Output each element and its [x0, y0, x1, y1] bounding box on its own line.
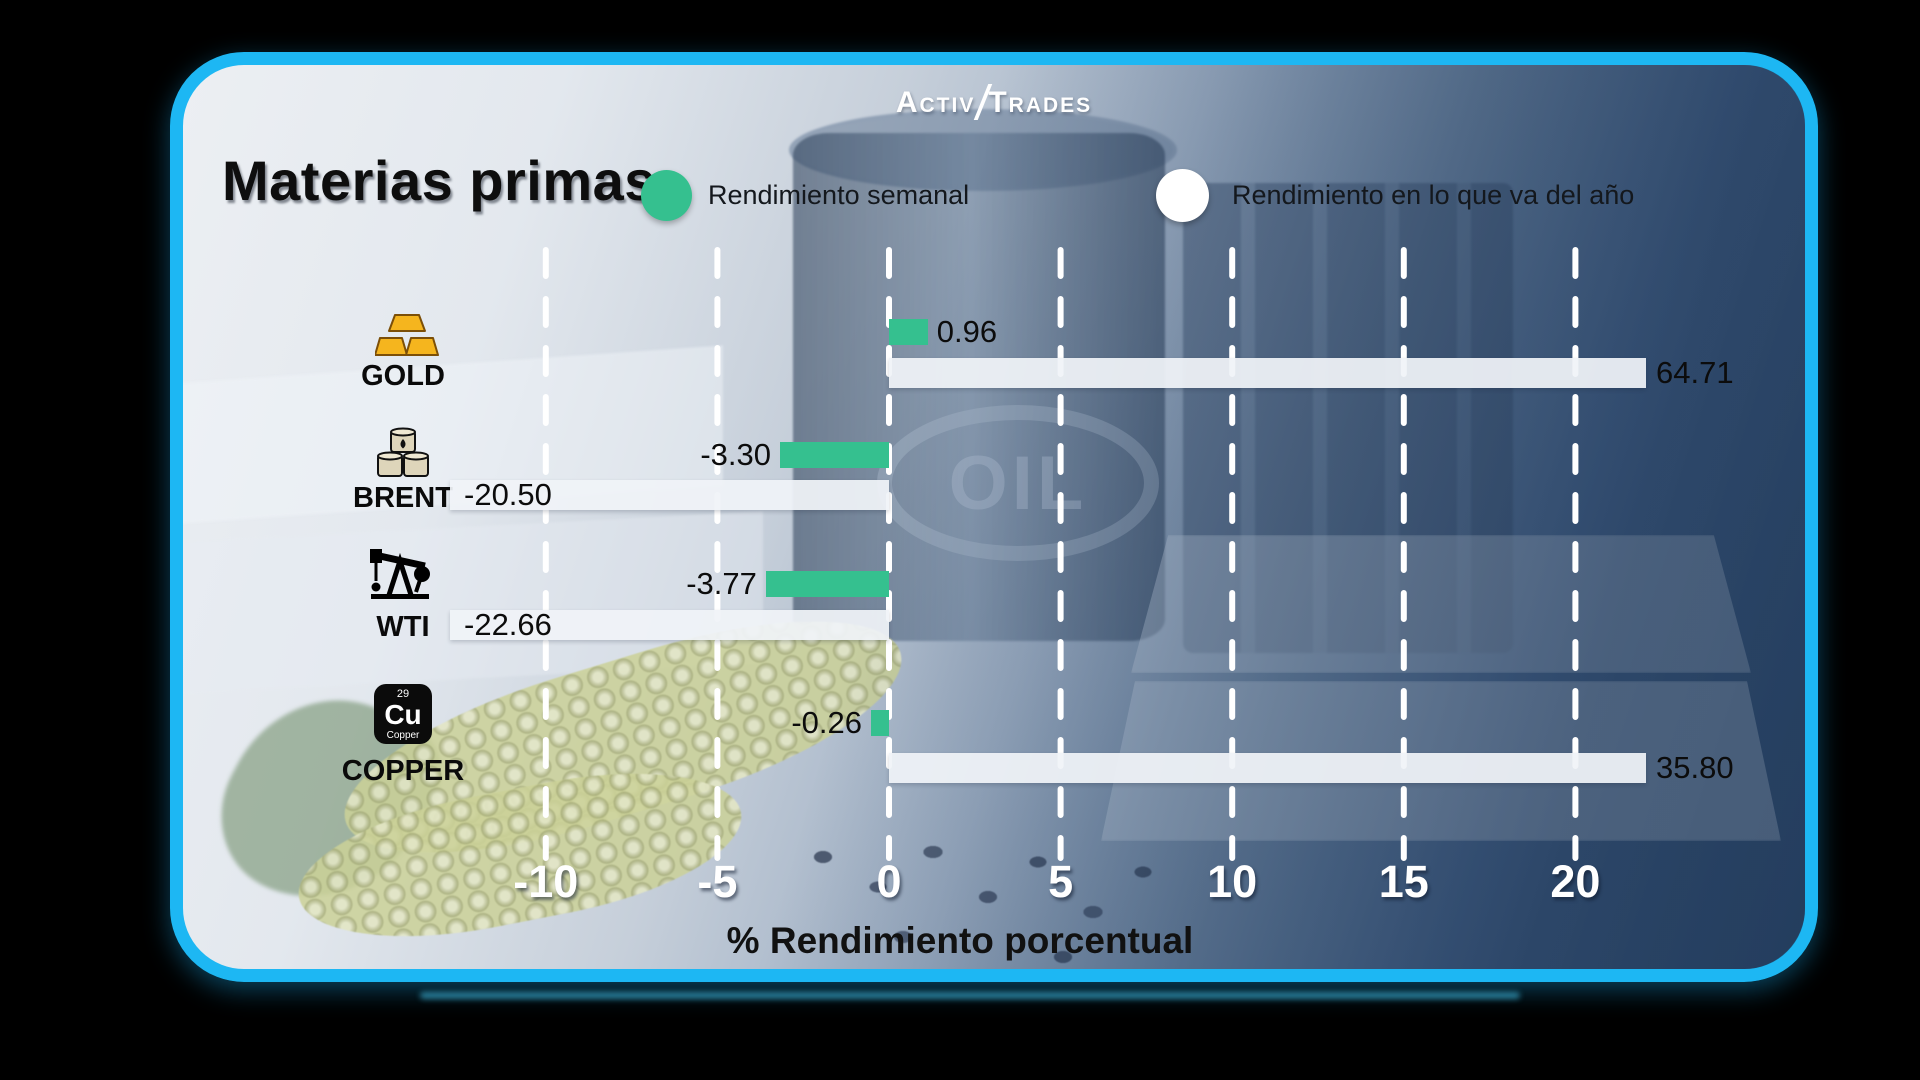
weekly-bar-copper — [871, 710, 889, 736]
x-tick-label: 0 — [876, 856, 902, 907]
weekly-value-label: 0.96 — [936, 314, 998, 349]
category-label-brent: BRENT — [353, 482, 453, 514]
weekly-value-label: -3.77 — [686, 566, 757, 601]
x-axis-title: % Rendimiento porcentual — [726, 920, 1194, 961]
ytd-value-label: 64.71 — [1656, 355, 1734, 390]
weekly-value-label: -3.30 — [700, 437, 771, 472]
weekly-value-label: -0.26 — [791, 705, 862, 740]
copper-atomic-number: 29 — [396, 688, 410, 700]
copper-element-icon: 29 Cu Copper — [374, 684, 432, 744]
ytd-bar-gold — [889, 358, 1646, 388]
oil-pump-jack-icon — [366, 538, 434, 605]
weekly-legend-dot — [641, 170, 692, 221]
logo-text-activ: Activ — [895, 86, 976, 119]
x-tick-label: -10 — [513, 856, 579, 907]
oil-drums-icon — [376, 426, 430, 483]
ytd-value-label: -20.50 — [464, 477, 552, 512]
weekly-legend-label: Rendimiento semanal — [708, 180, 970, 210]
ytd-legend-label: Rendimiento en lo que va del año — [1232, 180, 1635, 210]
page-title: Materias primas — [222, 149, 656, 212]
x-tick-label: 15 — [1378, 856, 1429, 907]
gold-bars-icon — [374, 312, 439, 363]
copper-name: Copper — [386, 730, 420, 741]
activtrades-logo: Activ Trades — [183, 84, 1805, 120]
card-glow-reflection — [420, 992, 1520, 999]
logo-text-trades: Trades — [988, 86, 1093, 119]
x-tick-label: 10 — [1207, 856, 1258, 907]
ytd-legend-dot — [1156, 169, 1209, 222]
background-montage: OIL — [183, 65, 1805, 969]
ytd-bar-wti — [450, 610, 889, 640]
weekly-bar-brent — [780, 442, 889, 468]
copper-symbol: Cu — [384, 699, 422, 730]
weekly-bar-wti — [765, 571, 889, 597]
x-tick-label: 20 — [1550, 856, 1601, 907]
category-label-gold: GOLD — [361, 360, 445, 392]
category-label-wti: WTI — [376, 611, 430, 643]
ytd-bar-brent — [450, 480, 889, 510]
right-shade-overlay — [183, 65, 1805, 969]
ytd-value-label: -22.66 — [464, 607, 552, 642]
weekly-bar-gold — [889, 319, 928, 345]
category-label-copper: COPPER — [341, 755, 465, 787]
x-tick-label: -5 — [697, 856, 738, 907]
x-tick-label: 5 — [1048, 856, 1074, 907]
ytd-value-label: 35.80 — [1656, 750, 1734, 785]
ytd-bar-copper — [889, 753, 1646, 783]
